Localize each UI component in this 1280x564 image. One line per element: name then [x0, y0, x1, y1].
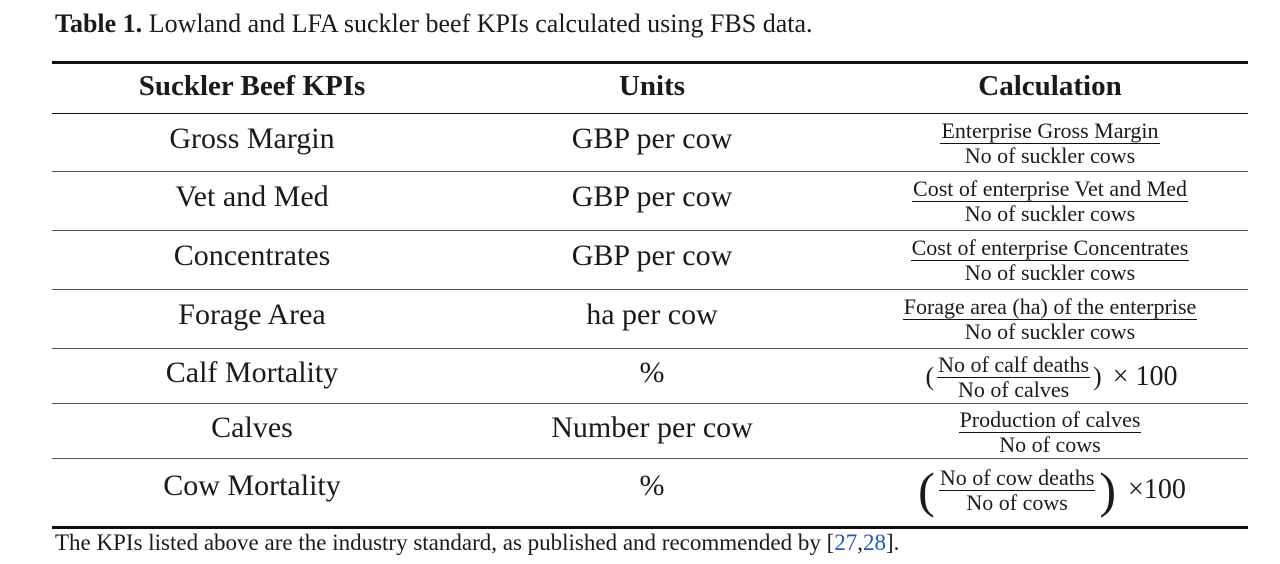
fraction: No of calf deaths No of calves [937, 352, 1091, 402]
table-footnote: The KPIs listed above are the industry s… [55, 528, 899, 558]
row-forage-area-formula: Forage area (ha) of the enterprise No of… [852, 295, 1248, 343]
footnote-text-end: ]. [886, 530, 900, 555]
table-top-rule [52, 61, 1248, 64]
left-paren: ( [918, 462, 935, 518]
row-forage-area-units: ha per cow [586, 298, 718, 331]
citation-separator: , [857, 530, 863, 555]
row-cow-mortality-units: % [639, 469, 665, 502]
table-header-rule [52, 113, 1248, 114]
row-divider [52, 171, 1248, 172]
fraction: Cost of enterprise Vet and Med No of suc… [912, 177, 1188, 225]
row-vet-med-units: GBP per cow [571, 180, 733, 213]
row-calf-mortality-units: % [639, 356, 665, 389]
header-units: Units [618, 70, 686, 102]
row-cow-mortality-kpi: Cow Mortality [163, 469, 341, 502]
right-paren: ) [1093, 362, 1102, 391]
left-paren: ( [925, 362, 935, 391]
table-caption-text: Lowland and LFA suckler beef KPIs calcul… [148, 9, 813, 38]
fraction: Forage area (ha) of the enterprise No of… [902, 294, 1198, 344]
fraction: Cost of enterprise Concentrates No of su… [910, 235, 1190, 285]
fraction-numerator: No of cow deaths [938, 465, 1096, 491]
fraction-numerator: Cost of enterprise Vet and Med [912, 176, 1188, 202]
row-calves-formula: Production of calves No of cows [852, 408, 1248, 456]
fraction-denominator: No of cows [966, 490, 1068, 515]
row-calf-mortality-kpi: Calf Mortality [165, 356, 339, 389]
row-divider [52, 458, 1248, 459]
fraction-denominator: No of suckler cows [964, 260, 1136, 285]
header-calculation: Calculation [978, 70, 1122, 102]
fraction-numerator: Production of calves [958, 407, 1142, 433]
footnote-text: The KPIs listed above are the industry s… [55, 530, 835, 555]
fraction-numerator: Forage area (ha) of the enterprise [902, 294, 1198, 320]
row-concentrates-kpi: Concentrates [173, 239, 331, 272]
fraction-denominator: No of calves [958, 377, 1070, 402]
row-divider [52, 289, 1248, 290]
row-calves-kpi: Calves [211, 411, 293, 444]
row-concentrates-formula: Cost of enterprise Concentrates No of su… [852, 236, 1248, 284]
fraction-denominator: No of suckler cows [964, 143, 1136, 168]
table-bottom-rule [52, 526, 1248, 529]
row-divider [52, 230, 1248, 231]
row-forage-area-kpi: Forage Area [178, 298, 326, 331]
row-concentrates-units: GBP per cow [571, 239, 733, 272]
header-kpi: Suckler Beef KPIs [138, 70, 366, 102]
citation-link-28[interactable]: 28 [863, 530, 886, 555]
fraction: Production of calves No of cows [958, 407, 1142, 457]
row-vet-med-formula: Cost of enterprise Vet and Med No of suc… [852, 177, 1248, 225]
citation-link-27[interactable]: 27 [834, 530, 858, 555]
row-gross-margin-formula: Enterprise Gross Margin No of suckler co… [852, 119, 1248, 167]
multiplier: ×100 [1128, 474, 1186, 505]
multiplier: × 100 [1112, 361, 1178, 392]
fraction: No of cow deaths No of cows [938, 465, 1096, 515]
fraction-numerator: No of calf deaths [937, 352, 1091, 378]
row-cow-mortality-formula: ( No of cow deaths No of cows ) ×100 [852, 462, 1248, 518]
fraction-denominator: No of suckler cows [964, 201, 1136, 226]
row-gross-margin-kpi: Gross Margin [169, 122, 335, 155]
row-vet-med-kpi: Vet and Med [175, 180, 329, 213]
fraction-denominator: No of suckler cows [964, 319, 1136, 344]
table-caption-label: Table 1. [55, 9, 143, 38]
row-gross-margin-units: GBP per cow [571, 122, 733, 155]
right-paren: ) [1099, 462, 1117, 518]
fraction-numerator: Enterprise Gross Margin [940, 118, 1160, 144]
row-calf-mortality-formula: ( No of calf deaths No of calves ) × 100 [852, 353, 1248, 401]
table-caption: Table 1. Lowland and LFA suckler beef KP… [55, 8, 813, 40]
fraction-numerator: Cost of enterprise Concentrates [910, 235, 1190, 261]
fraction-denominator: No of cows [999, 432, 1101, 457]
row-divider [52, 403, 1248, 404]
row-calves-units: Number per cow [551, 411, 753, 444]
row-divider [52, 348, 1248, 349]
fraction: Enterprise Gross Margin No of suckler co… [940, 118, 1160, 168]
